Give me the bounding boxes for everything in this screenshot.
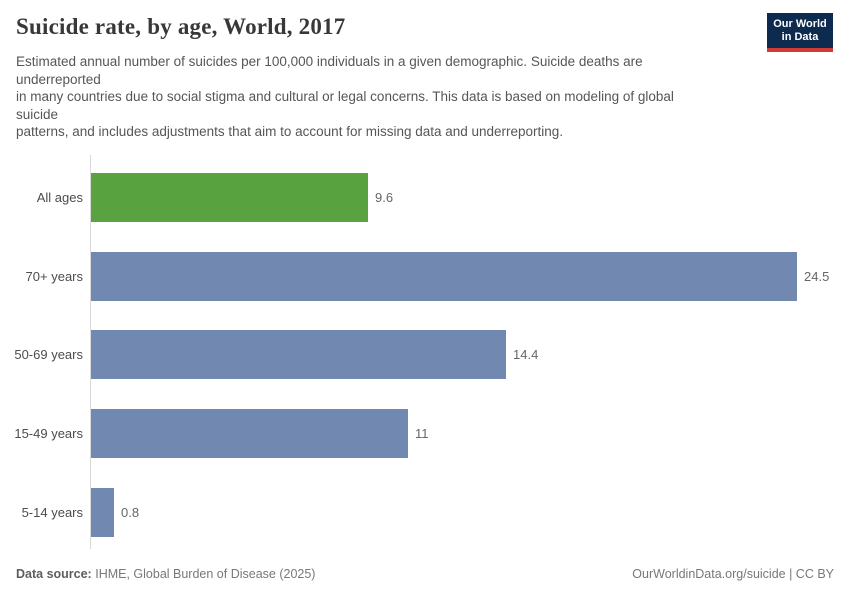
footer-link[interactable]: OurWorldinData.org/suicide | CC BY <box>632 567 834 581</box>
bar-row: 70+ years 24.5 <box>0 237 850 316</box>
y-axis-line <box>90 155 91 549</box>
subtitle-line: patterns, and includes adjustments that … <box>16 124 564 140</box>
category-label: 50-69 years <box>14 347 83 363</box>
category-label: 70+ years <box>25 268 83 284</box>
value-label: 24.5 <box>804 268 830 284</box>
value-label: 14.4 <box>513 347 539 363</box>
bar-5-14-years[interactable] <box>91 488 114 538</box>
category-label: 15-49 years <box>14 426 83 442</box>
subtitle-line: Estimated annual number of suicides per … <box>16 54 643 69</box>
category-label: All ages <box>36 189 83 205</box>
bar-all-ages[interactable] <box>91 172 368 222</box>
page-title: Suicide rate, by age, World, 2017 <box>16 14 346 39</box>
owid-logo[interactable]: Our World in Data <box>767 13 833 52</box>
bar-50-69-years[interactable] <box>91 330 506 380</box>
owid-logo-line1: Our World <box>773 18 827 30</box>
subtitle-line: suicide <box>16 106 59 122</box>
subtitle-line: in many countries due to social stigma a… <box>16 89 674 105</box>
bar-15-49-years[interactable] <box>91 409 408 459</box>
chart-subtitle: Estimated annual number of suicides per … <box>16 53 761 141</box>
subtitle-line: underreported <box>16 71 101 87</box>
bar-chart: All ages 9.6 70+ years 24.5 50-69 years 14.4 1… <box>0 155 850 552</box>
bar-row: All ages 9.6 <box>0 158 850 237</box>
bar-row: 50-69 years 14.4 <box>0 316 850 395</box>
bar-rows-container: All ages 9.6 70+ years 24.5 50-69 years 14.4 1… <box>0 158 850 552</box>
value-label: 9.6 <box>375 189 394 205</box>
value-label: 0.8 <box>121 505 140 521</box>
data-source-label: Data source: <box>16 567 92 581</box>
data-source-text[interactable]: IHME, Global Burden of Disease (2025) <box>95 567 316 581</box>
bar-row: 5-14 years 0.8 <box>0 473 850 552</box>
bar-row: 15-49 years 11 <box>0 394 850 473</box>
bar-70-years[interactable] <box>91 251 797 301</box>
category-label: 5-14 years <box>21 505 83 521</box>
owid-logo-line2: in Data <box>781 31 819 43</box>
value-label: 11 <box>415 426 429 442</box>
data-source: Data source: IHME, Global Burden of Dise… <box>16 567 315 581</box>
